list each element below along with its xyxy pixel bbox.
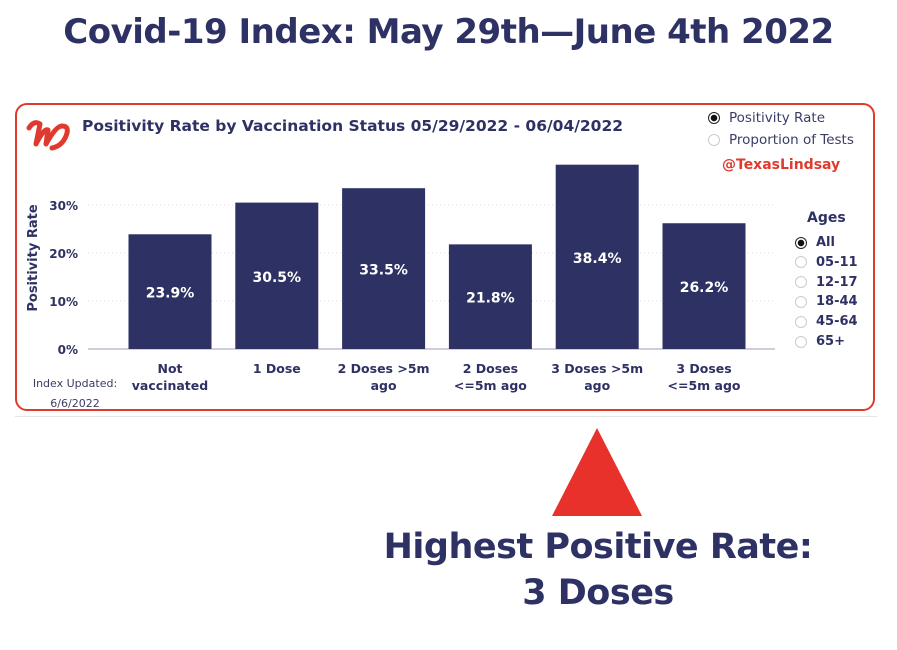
- x-tick-label: 2 Doses >5m: [338, 361, 430, 376]
- age-label: All: [816, 235, 835, 250]
- divider: [15, 416, 877, 417]
- x-tick-label: 3 Doses: [676, 361, 731, 376]
- radio-unselected-icon[interactable]: [795, 315, 807, 328]
- data-label: 30.5%: [253, 270, 302, 286]
- age-label: 05-11: [816, 254, 858, 270]
- data-label: 38.4%: [573, 251, 622, 267]
- x-tick-label: ago: [584, 378, 610, 393]
- age-label: 65+: [816, 334, 845, 349]
- callout-line-1: Highest Positive Rate:: [383, 527, 813, 567]
- index-updated: Index Updated: 6/6/2022: [20, 374, 130, 414]
- updated-label: Index Updated:: [32, 377, 118, 390]
- x-tick-label: 3 Doses >5m: [551, 361, 643, 376]
- radio-unselected-icon[interactable]: [708, 134, 720, 146]
- chart-title: Positivity Rate by Vaccination Status 05…: [82, 117, 624, 135]
- x-tick-label: Not: [157, 361, 182, 376]
- radio-positivity-rate[interactable]: Positivity Rate: [708, 110, 825, 126]
- data-label: 23.9%: [146, 286, 195, 302]
- age-option-05-11[interactable]: 05-11: [795, 255, 858, 270]
- updated-date: 6/6/2022: [50, 397, 100, 410]
- y-tick-label: 0%: [58, 343, 78, 357]
- x-tick-label: <=5m ago: [454, 378, 527, 393]
- age-label: 12-17: [816, 274, 858, 290]
- bar-3: [448, 244, 532, 349]
- bar-5: [662, 223, 746, 349]
- age-option-45-64[interactable]: 45-64: [795, 314, 858, 329]
- bar-0: [128, 234, 212, 349]
- x-tick-label: vaccinated: [132, 378, 208, 393]
- red-arrow-triangle: [552, 428, 642, 516]
- age-option-12-17[interactable]: 12-17: [795, 275, 858, 290]
- age-option-65+[interactable]: 65+: [795, 334, 845, 349]
- y-axis-label: Positivity Rate: [26, 204, 41, 311]
- y-tick-label: 30%: [49, 199, 78, 213]
- headline: Covid-19 Index: May 29th—June 4th 2022: [63, 12, 834, 52]
- data-label: 26.2%: [680, 280, 729, 296]
- bar-4: [555, 164, 639, 349]
- age-label: 45-64: [816, 314, 858, 330]
- walgreens-logo: [26, 120, 70, 151]
- age-label: 18-44: [816, 294, 858, 310]
- radio-label: Positivity Rate: [729, 110, 826, 126]
- radio-selected-icon[interactable]: [795, 236, 807, 249]
- radio-proportion-of-tests[interactable]: Proportion of Tests: [708, 132, 854, 148]
- x-tick-label: <=5m ago: [668, 378, 741, 393]
- radio-selected-icon[interactable]: [708, 112, 720, 124]
- data-label: 21.8%: [466, 291, 515, 307]
- radio-unselected-icon[interactable]: [795, 295, 807, 308]
- bar-1: [235, 202, 319, 349]
- age-option-All[interactable]: All: [795, 235, 835, 250]
- radio-label: Proportion of Tests: [729, 132, 854, 148]
- x-tick-label: 1 Dose: [253, 361, 301, 376]
- data-label: 33.5%: [359, 263, 408, 279]
- author-handle: @TexasLindsay: [722, 157, 841, 173]
- ages-title: Ages: [807, 210, 846, 226]
- x-tick-label: ago: [371, 378, 397, 393]
- y-tick-label: 20%: [49, 247, 78, 261]
- bar-2: [342, 188, 426, 349]
- bar-chart: 0% 10% 20% 30% Positivity Rate 23.9% Not vaccin…: [26, 164, 775, 393]
- radio-unselected-icon[interactable]: [795, 335, 807, 348]
- y-tick-label: 10%: [49, 295, 78, 309]
- age-option-18-44[interactable]: 18-44: [795, 294, 858, 309]
- callout-line-2: 3 Doses: [522, 573, 674, 613]
- callout-text: Highest Positive Rate: 3 Doses: [360, 524, 836, 616]
- x-tick-label: 2 Doses: [463, 361, 518, 376]
- radio-unselected-icon[interactable]: [795, 256, 807, 269]
- radio-unselected-icon[interactable]: [795, 276, 807, 289]
